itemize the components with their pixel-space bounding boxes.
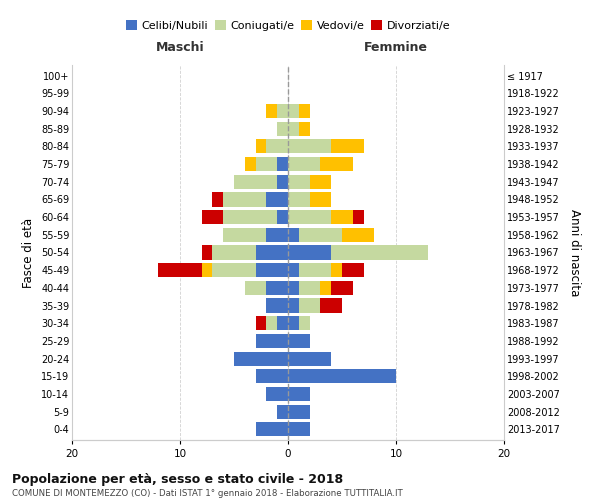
- Bar: [245, 281, 266, 295]
- Bar: [288, 122, 299, 136]
- Bar: [288, 104, 299, 118]
- Bar: [256, 140, 266, 153]
- Bar: [288, 192, 310, 206]
- Bar: [202, 246, 212, 260]
- Bar: [288, 298, 299, 312]
- Bar: [288, 228, 299, 242]
- Bar: [299, 316, 310, 330]
- Bar: [288, 174, 310, 189]
- Bar: [353, 210, 364, 224]
- Bar: [299, 122, 310, 136]
- Bar: [299, 281, 320, 295]
- Bar: [256, 334, 288, 348]
- Bar: [342, 228, 374, 242]
- Bar: [266, 104, 277, 118]
- Bar: [331, 140, 364, 153]
- Bar: [288, 334, 310, 348]
- Bar: [266, 228, 288, 242]
- Bar: [256, 263, 288, 278]
- Bar: [342, 263, 364, 278]
- Bar: [223, 192, 266, 206]
- Bar: [288, 422, 310, 436]
- Bar: [266, 298, 288, 312]
- Bar: [266, 140, 288, 153]
- Bar: [212, 192, 223, 206]
- Bar: [331, 263, 342, 278]
- Bar: [277, 404, 288, 419]
- Bar: [310, 192, 331, 206]
- Bar: [212, 263, 256, 278]
- Bar: [266, 281, 288, 295]
- Bar: [299, 263, 331, 278]
- Bar: [310, 174, 331, 189]
- Bar: [266, 192, 288, 206]
- Bar: [277, 157, 288, 171]
- Bar: [288, 263, 299, 278]
- Bar: [277, 316, 288, 330]
- Bar: [256, 422, 288, 436]
- Bar: [256, 316, 266, 330]
- Bar: [202, 263, 212, 278]
- Bar: [299, 104, 310, 118]
- Bar: [288, 316, 299, 330]
- Bar: [288, 140, 331, 153]
- Text: Femmine: Femmine: [364, 42, 428, 54]
- Bar: [256, 369, 288, 384]
- Bar: [320, 298, 342, 312]
- Bar: [202, 210, 223, 224]
- Bar: [277, 104, 288, 118]
- Bar: [288, 246, 331, 260]
- Bar: [320, 157, 353, 171]
- Bar: [234, 352, 288, 366]
- Bar: [277, 174, 288, 189]
- Bar: [245, 157, 256, 171]
- Bar: [320, 281, 331, 295]
- Bar: [212, 246, 256, 260]
- Bar: [288, 281, 299, 295]
- Bar: [331, 281, 353, 295]
- Bar: [256, 157, 277, 171]
- Bar: [266, 316, 277, 330]
- Bar: [288, 387, 310, 401]
- Bar: [288, 210, 331, 224]
- Bar: [234, 174, 277, 189]
- Bar: [256, 246, 288, 260]
- Text: Popolazione per età, sesso e stato civile - 2018: Popolazione per età, sesso e stato civil…: [12, 472, 343, 486]
- Bar: [299, 228, 342, 242]
- Bar: [277, 210, 288, 224]
- Bar: [288, 369, 396, 384]
- Legend: Celibi/Nubili, Coniugati/e, Vedovi/e, Divorziati/e: Celibi/Nubili, Coniugati/e, Vedovi/e, Di…: [124, 18, 452, 34]
- Bar: [288, 404, 310, 419]
- Y-axis label: Fasce di età: Fasce di età: [22, 218, 35, 288]
- Bar: [288, 352, 331, 366]
- Y-axis label: Anni di nascita: Anni di nascita: [568, 209, 581, 296]
- Bar: [331, 246, 428, 260]
- Bar: [288, 157, 320, 171]
- Text: COMUNE DI MONTEMEZZO (CO) - Dati ISTAT 1° gennaio 2018 - Elaborazione TUTTITALIA: COMUNE DI MONTEMEZZO (CO) - Dati ISTAT 1…: [12, 489, 403, 498]
- Bar: [299, 298, 320, 312]
- Text: Maschi: Maschi: [155, 42, 205, 54]
- Bar: [158, 263, 202, 278]
- Bar: [266, 387, 288, 401]
- Bar: [223, 228, 266, 242]
- Bar: [331, 210, 353, 224]
- Bar: [223, 210, 277, 224]
- Bar: [277, 122, 288, 136]
